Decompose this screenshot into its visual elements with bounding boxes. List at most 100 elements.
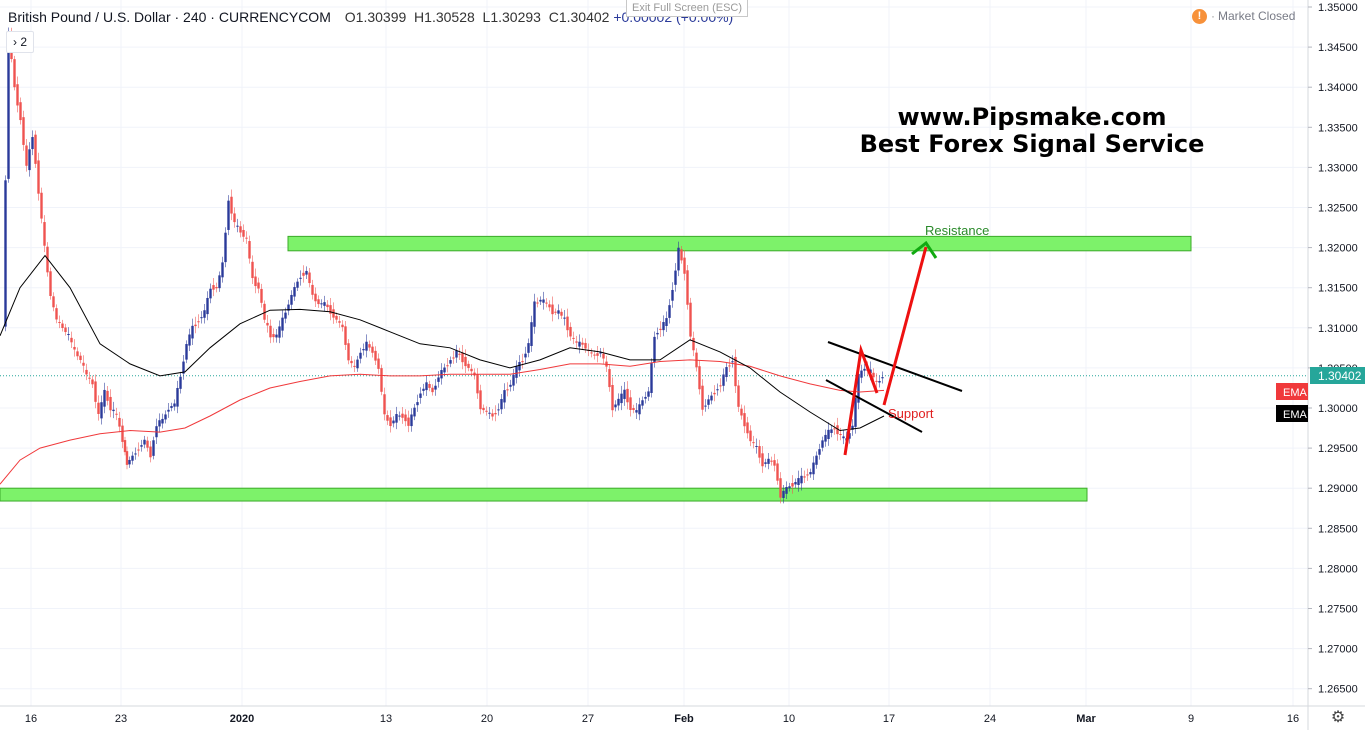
candle-body (218, 275, 221, 289)
candle-body (782, 490, 785, 498)
indicator-count: 2 (20, 35, 28, 49)
candle-body (539, 299, 542, 302)
candle-body (233, 213, 236, 223)
candle-body (287, 304, 290, 311)
candle-body (554, 311, 557, 313)
time-tick-label: 17 (883, 713, 895, 725)
candle-body (329, 305, 332, 314)
candle-body (290, 294, 293, 305)
candle-body (43, 222, 46, 246)
candle-body (115, 413, 118, 415)
candle-body (500, 399, 503, 410)
candle-body (266, 322, 269, 326)
candle-body (308, 272, 311, 284)
candle-body (85, 369, 88, 375)
zones (0, 235, 1192, 502)
symbol-title[interactable]: British Pound / U.S. Dollar · 240 · CURR… (8, 9, 331, 25)
ema-slow-line[interactable] (0, 254, 885, 432)
candle-body (73, 346, 76, 350)
candle-body (653, 336, 656, 363)
price-axis[interactable]: 1.35000 1.34500 1.34000 1.33500 1.33000 1.325… (1307, 0, 1358, 730)
candle-body (248, 241, 251, 259)
time-tick-label: 16 (25, 713, 37, 725)
candle-body (19, 102, 22, 121)
resistance-zone[interactable] (287, 235, 1192, 252)
time-tick-label: 27 (582, 713, 594, 725)
time-tick-label: 23 (115, 713, 127, 725)
candle-body (701, 385, 704, 410)
candle-body (425, 382, 428, 391)
candle-body (170, 406, 173, 408)
candle-body (881, 377, 884, 379)
candle-body (284, 312, 287, 319)
candle-body (680, 249, 683, 261)
price-tick-label: 1.26500 (1318, 684, 1358, 696)
candle-body (569, 326, 572, 337)
candle-body (545, 302, 548, 304)
price-tick-label: 1.34000 (1318, 82, 1358, 94)
candle-body (149, 446, 152, 458)
candle-body (878, 381, 881, 383)
drawings[interactable] (825, 240, 963, 456)
candle-body (860, 370, 863, 378)
candle-body (698, 366, 701, 390)
candle-body (665, 318, 668, 327)
candle-body (683, 257, 686, 274)
candle-body (632, 408, 635, 410)
candle-body (494, 412, 497, 415)
candle-body (818, 449, 821, 455)
candle-body (55, 308, 58, 320)
candle-body (839, 434, 842, 436)
candle-body (542, 299, 545, 303)
collapse-indicators-button[interactable]: › 2 (6, 31, 35, 53)
candle-body (728, 365, 731, 367)
chevron-right-icon: › (13, 35, 17, 49)
trend-zigzag (843, 344, 879, 456)
price-tick-label: 1.34500 (1318, 42, 1358, 54)
candle-body (857, 373, 860, 403)
support-zone[interactable] (0, 487, 1088, 502)
candle-body (725, 367, 728, 378)
market-status[interactable]: ! · Market Closed (1192, 9, 1295, 25)
candle-body (734, 356, 737, 387)
time-tick-label: 13 (380, 713, 392, 725)
gear-icon[interactable]: ⚙ (1330, 709, 1346, 726)
candle-body (854, 397, 857, 427)
candle-body (656, 332, 659, 335)
candle-body (437, 377, 440, 382)
candle-body (497, 409, 500, 411)
candle-body (386, 415, 389, 421)
candle-body (503, 390, 506, 403)
candle-body (677, 247, 680, 271)
time-axis[interactable]: 16 23 2020 13 20 27 Feb 10 17 24 Mar 9 16 (0, 705, 1365, 725)
candle-body (602, 353, 605, 359)
candle-body (314, 293, 317, 302)
candle-body (410, 414, 413, 427)
candle-body (419, 393, 422, 398)
candle-body (242, 229, 245, 237)
candle-body (647, 391, 650, 397)
price-tick-label: 1.31500 (1318, 283, 1358, 295)
high-value: H1.30528 (414, 9, 475, 25)
target-arrow-line (882, 246, 928, 406)
candle-body (578, 341, 581, 347)
candle-body (239, 226, 242, 233)
exit-fullscreen-button[interactable]: Exit Full Screen (ESC) (626, 0, 748, 17)
candle-body (302, 272, 305, 276)
candle-body (413, 407, 416, 417)
candle-body (428, 383, 431, 388)
candle-body (356, 359, 359, 369)
candle-body (566, 316, 569, 331)
candle-body (185, 344, 188, 360)
candle-body (830, 429, 833, 433)
price-tick-label: 1.32500 (1318, 203, 1358, 215)
price-tick-label: 1.27000 (1318, 644, 1358, 656)
candle-body (380, 368, 383, 392)
candle-body (94, 381, 97, 402)
candle-body (58, 321, 61, 323)
candle-body (455, 350, 458, 358)
candle-body (16, 84, 19, 106)
watermark-line2: Best Forex Signal Service (859, 130, 1205, 158)
candle-body (800, 475, 803, 484)
